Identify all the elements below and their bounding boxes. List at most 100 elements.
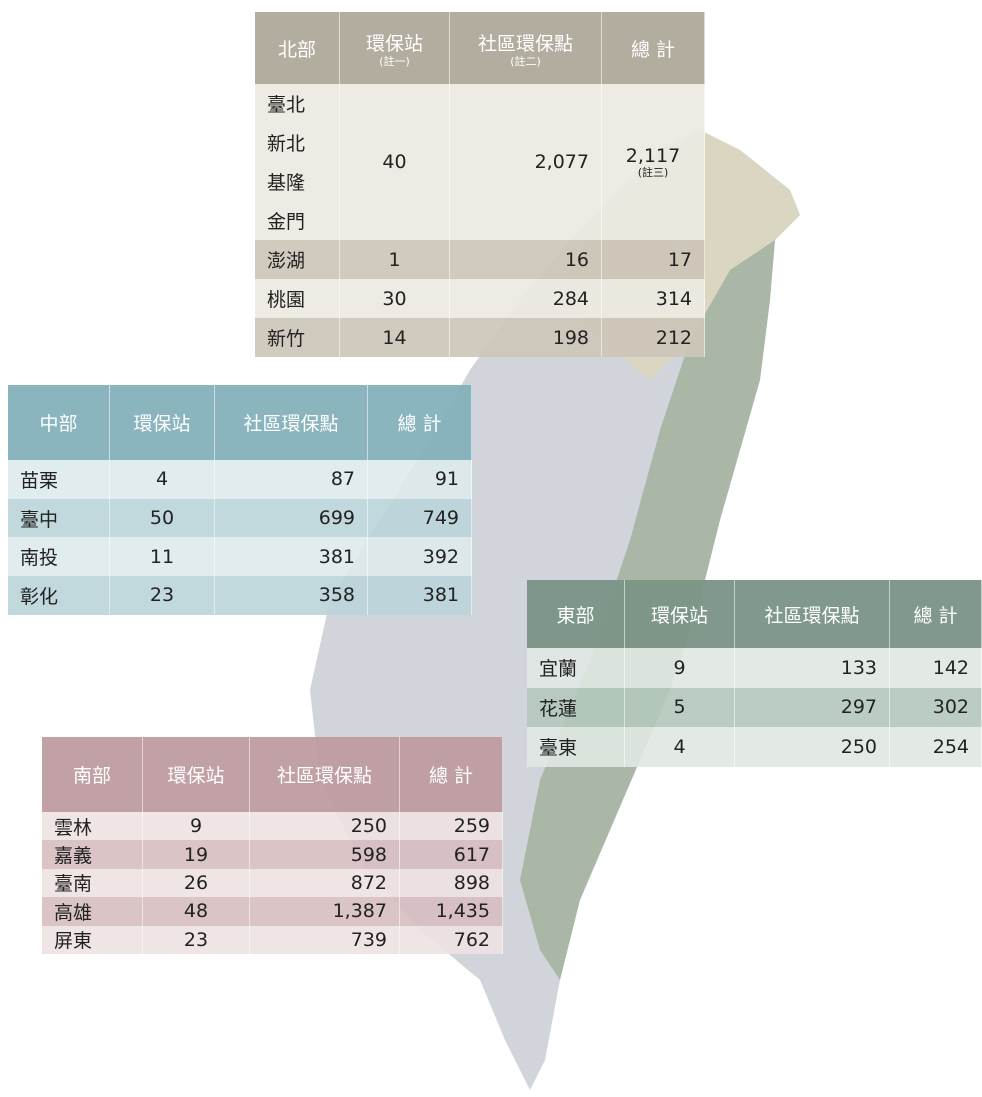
data-cell: 彰化 [8, 576, 110, 615]
data-cell: 23 [143, 925, 250, 954]
cell-text: 212 [655, 326, 692, 349]
note: 基隆 [267, 172, 306, 194]
data-cell: 381 [368, 576, 472, 615]
data-cell: 198 [450, 318, 602, 357]
note: 金門 [267, 211, 306, 233]
cell-text: 環保站 [133, 413, 191, 435]
cell-text: 南部 [72, 765, 111, 787]
cell-text: 2,117 [625, 145, 681, 167]
data-cell: 142 [890, 648, 982, 688]
cell-text: 嘉義 [54, 845, 93, 868]
cell-text: 環保站 [365, 32, 423, 55]
cell-text: 16 [564, 248, 589, 271]
cell-text: 1,435 [435, 900, 490, 923]
data-cell: 358 [215, 576, 368, 615]
header-cell: 環保站 (註一) [340, 12, 450, 84]
header-cell: 環保站 [110, 385, 215, 460]
data-cell: 133 [735, 648, 890, 688]
cell-text: 142 [932, 656, 969, 679]
data-cell: 254 [890, 727, 982, 767]
cell-text: 臺中 [20, 508, 59, 531]
cell-text: 762 [453, 928, 490, 951]
note: 臺北 [267, 94, 306, 116]
data-cell: 高雄 [42, 897, 143, 926]
cell-text: 250 [840, 735, 877, 758]
cell-text: 4 [673, 735, 686, 758]
data-cell: 314 [602, 279, 705, 318]
cell-text: 617 [453, 843, 490, 866]
data-cell: 臺中 [8, 498, 110, 538]
cell-text: 彰化 [20, 585, 59, 608]
cell-text: 19 [183, 843, 209, 866]
cell-text: 284 [552, 287, 589, 310]
cell-text: 259 [453, 815, 490, 838]
data-cell: 250 [735, 727, 890, 767]
cell-text: 社區環保點 [276, 765, 372, 787]
header-cell: 社區環保點 [250, 737, 400, 812]
cell-text: 1,387 [332, 900, 387, 923]
data-cell: 87 [215, 460, 368, 499]
data-cell: 5 [625, 687, 735, 727]
data-cell: 898 [400, 868, 503, 898]
data-cell: 872 [250, 868, 400, 898]
cell-text: 屏東 [54, 930, 93, 953]
cell-text: 17 [667, 248, 692, 271]
header-cell: 北部 [255, 12, 340, 84]
cell-text: 699 [318, 507, 355, 530]
data-cell: 桃園 [255, 279, 340, 318]
data-cell: 212 [602, 318, 705, 357]
data-cell: 花蓮 [527, 687, 625, 727]
data-cell: 250 [250, 812, 400, 841]
data-cell: 749 [368, 498, 472, 538]
header-cell: 環保站 [625, 580, 735, 648]
data-cell: 新竹 [255, 318, 340, 357]
cell-text: 澎湖 [267, 250, 306, 272]
cell-text: 749 [422, 507, 459, 530]
cell-text: 48 [183, 900, 209, 923]
data-cell: 14 [340, 318, 450, 357]
data-cell: 9 [625, 648, 735, 688]
cell-text: 314 [655, 287, 692, 310]
cell-text: 苗栗 [20, 469, 59, 492]
header-cell: 總 計 [890, 580, 982, 648]
data-cell: 762 [400, 925, 503, 954]
header-cell: 總 計 [602, 12, 705, 84]
data-cell: 苗栗 [8, 460, 110, 499]
cell-text: 中部 [39, 413, 78, 435]
cell-text: 14 [382, 326, 407, 349]
data-cell: 1 [340, 240, 450, 279]
data-cell: 699 [215, 498, 368, 538]
data-cell: 30 [340, 279, 450, 318]
cell-text: 北部 [277, 38, 316, 61]
cell-text: 高雄 [54, 901, 93, 924]
cell-text: 環保站 [650, 604, 708, 627]
data-cell: 屏東 [42, 925, 143, 954]
cell-text: 社區環保點 [243, 413, 339, 435]
cell-text: 23 [149, 584, 175, 607]
cell-text: 872 [350, 871, 387, 894]
data-cell: 宜蘭 [527, 648, 625, 688]
points-cell: 2,077 [450, 84, 602, 240]
cell-text: 133 [840, 656, 877, 679]
header-cell: 社區環保點 [735, 580, 890, 648]
cell-text: 東部 [556, 604, 595, 627]
cell-text: 總 計 [913, 604, 958, 627]
cell-text: 297 [840, 696, 877, 719]
data-cell: 11 [110, 537, 215, 577]
header-cell: 社區環保點 (註二) [450, 12, 602, 84]
header-cell: 東部 [527, 580, 625, 648]
cell-text: 26 [183, 871, 209, 894]
cell-text: 桃園 [267, 289, 306, 311]
cell-text: 社區環保點 [477, 32, 573, 55]
cell-text: 898 [453, 871, 490, 894]
data-cell: 297 [735, 687, 890, 727]
cell-text: 5 [673, 696, 686, 719]
data-cell: 臺東 [527, 727, 625, 767]
cell-text: 總 計 [428, 765, 474, 787]
cell-text: 40 [382, 151, 407, 173]
cell-text: 花蓮 [539, 697, 578, 720]
region-cell: 臺北 新北 基隆 金門 [255, 84, 340, 240]
cell-text: 254 [932, 735, 969, 758]
note: (註三) [637, 166, 669, 179]
